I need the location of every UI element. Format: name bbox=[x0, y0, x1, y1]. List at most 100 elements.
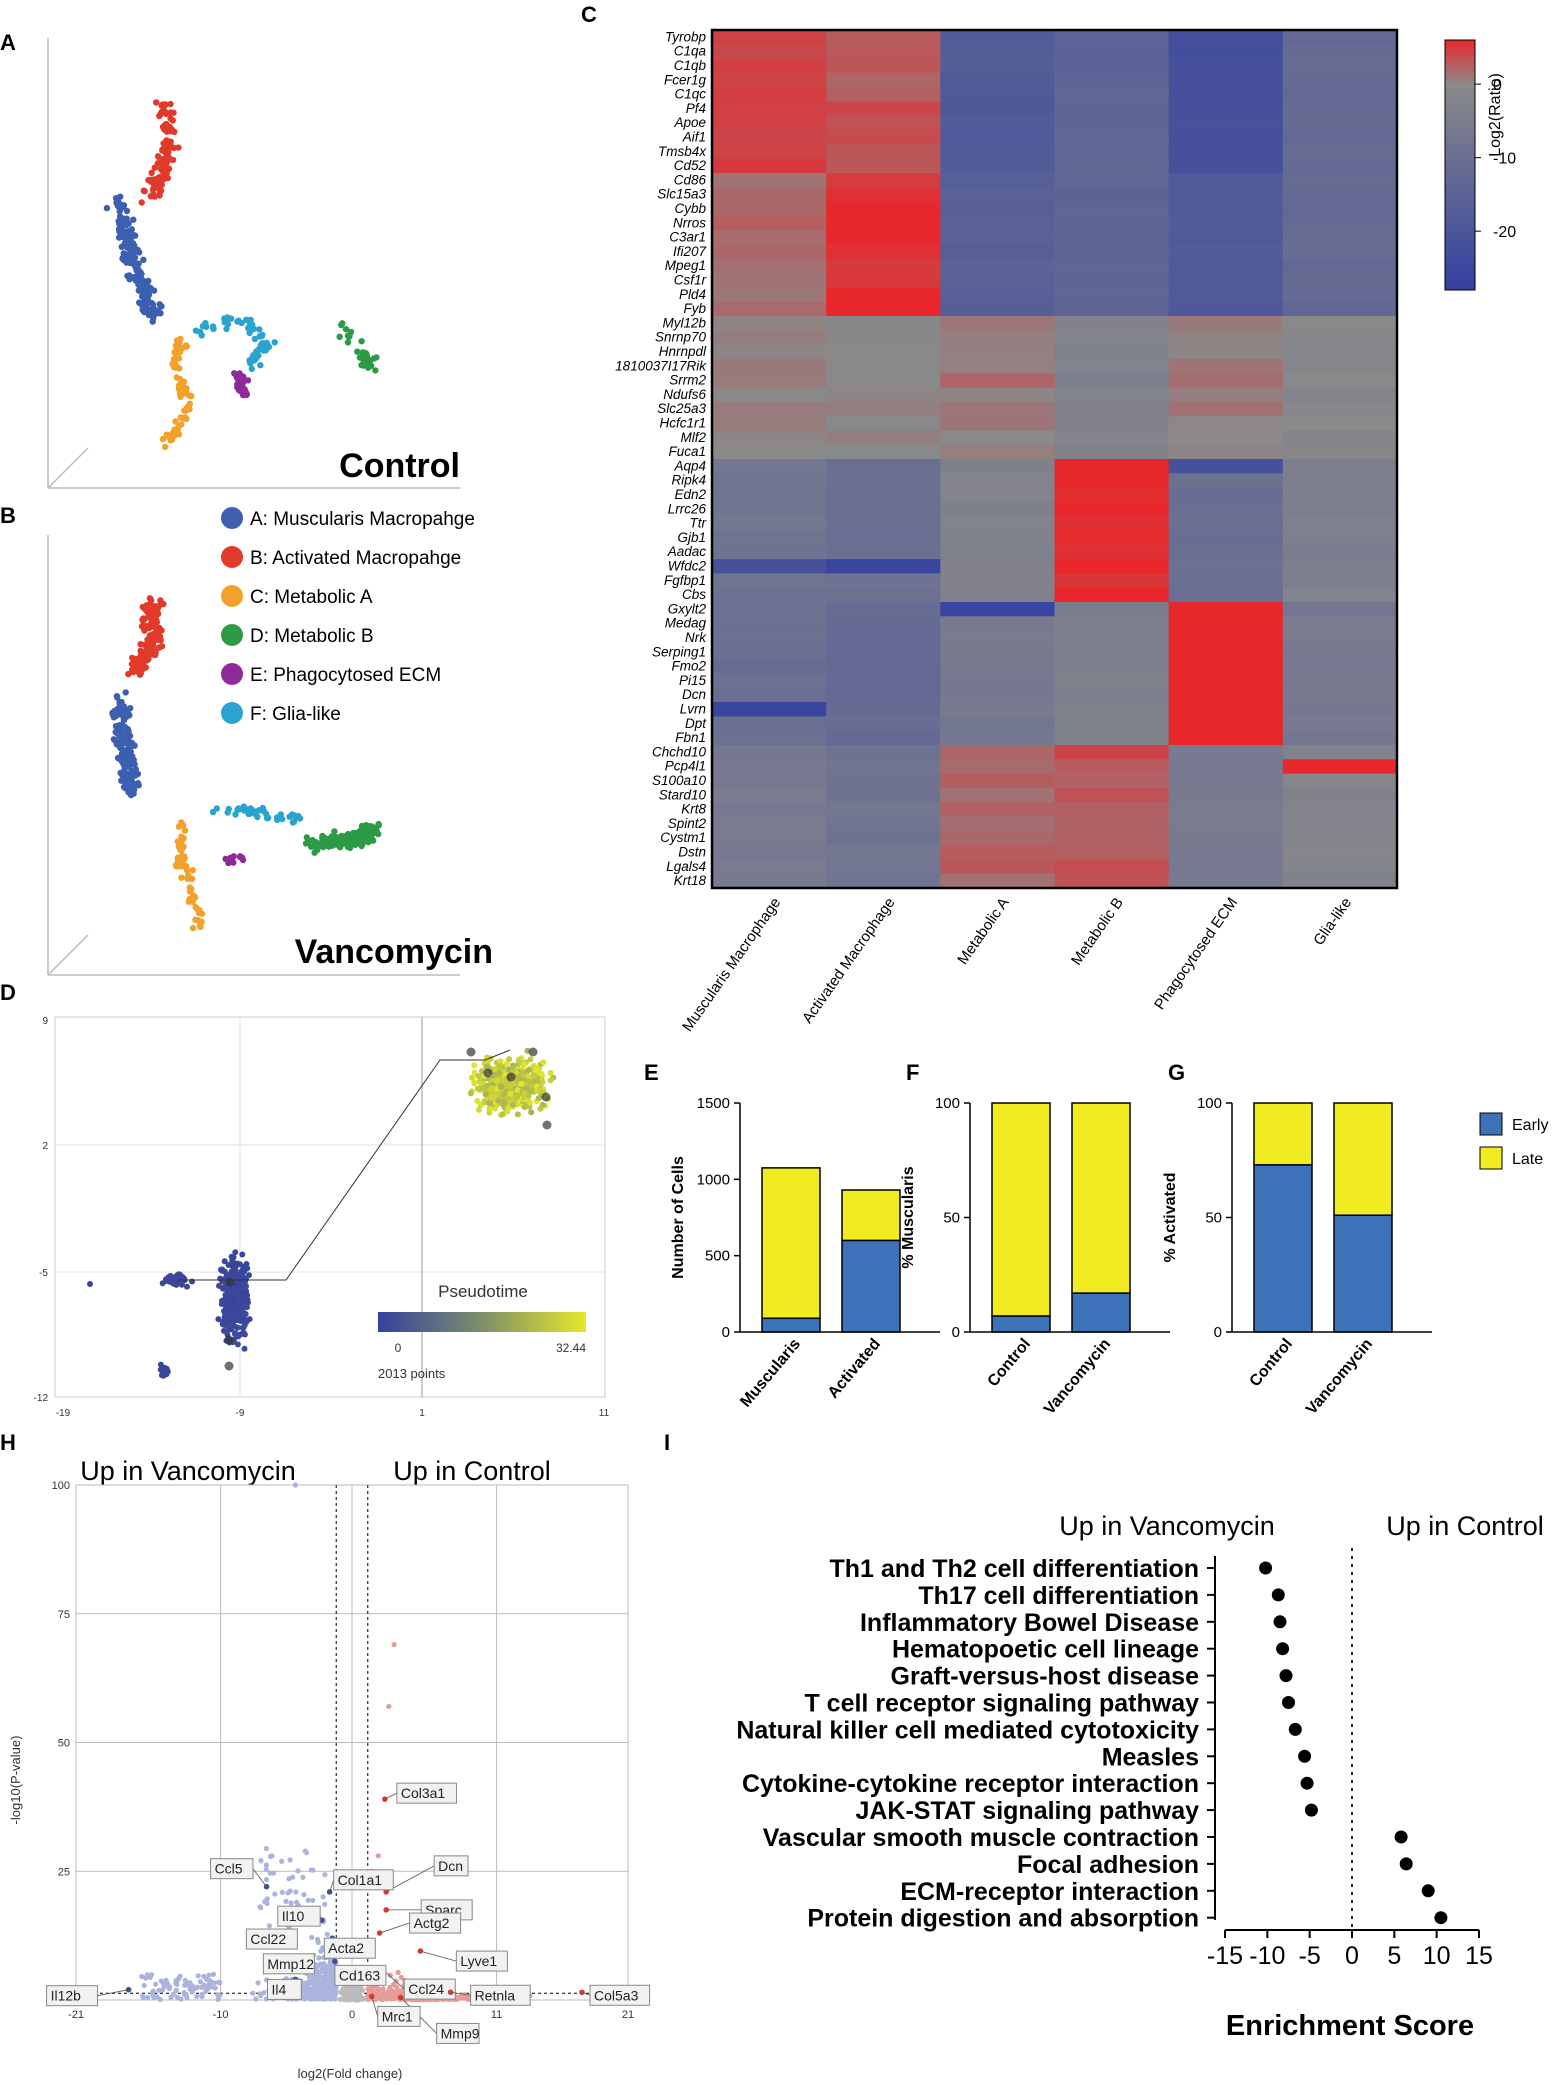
volcano-label-box bbox=[470, 1984, 531, 2006]
volcano-point-down bbox=[207, 1978, 213, 1984]
volcano-point-up bbox=[387, 1984, 393, 1990]
pseudotime-point-late bbox=[494, 1077, 501, 1084]
volcano-point-ns bbox=[346, 1991, 352, 1997]
volcano-gene-label: Il4 bbox=[271, 1981, 286, 1997]
volcano-label-leader bbox=[97, 1989, 129, 1997]
heatmap-cell bbox=[826, 330, 941, 346]
volcano-label-box bbox=[333, 1869, 394, 1891]
pseudotime-point-late bbox=[507, 1090, 514, 1097]
enrichment-dot bbox=[1434, 1911, 1448, 1925]
heatmap-row-label: Mlf2 bbox=[680, 430, 706, 445]
volcano-point-down bbox=[305, 1897, 311, 1903]
heatmap-cell bbox=[826, 316, 941, 331]
volcano-point-down bbox=[141, 1982, 147, 1989]
volcano-highlight-point bbox=[579, 1989, 585, 1996]
heatmap-cell bbox=[940, 501, 1055, 517]
legend-label-glia: F: Glia-like bbox=[250, 704, 341, 725]
enrichment-pathway-label: Th17 cell differentiation bbox=[918, 1582, 1199, 1610]
heatmap-cell bbox=[1168, 401, 1284, 417]
volcano-point-down bbox=[156, 1987, 162, 1993]
panel-letter-g: G bbox=[1168, 1060, 1185, 1085]
volcano-point-ns bbox=[355, 1997, 361, 2003]
heatmap-cell bbox=[940, 444, 1055, 460]
heatmap-cell bbox=[826, 802, 941, 817]
heatmap-cell bbox=[940, 258, 1055, 274]
cluster-b-activated-point bbox=[146, 632, 154, 639]
heatmap-cell bbox=[1168, 501, 1284, 517]
heatmap-cell bbox=[826, 344, 941, 360]
heatmap-cell bbox=[1282, 158, 1398, 174]
pseudotime-point-early bbox=[163, 1371, 170, 1378]
volcano-point-down bbox=[306, 1974, 312, 1980]
cluster-b-metabolic-b-point bbox=[362, 822, 370, 829]
cluster-a-muscularis-point bbox=[131, 261, 138, 268]
pseudotime-point-late bbox=[478, 1068, 485, 1075]
volcano-point-down bbox=[300, 1874, 306, 1880]
volcano-point-down bbox=[322, 1901, 328, 1907]
heatmap-cell bbox=[940, 244, 1055, 260]
cluster-b-muscularis-point bbox=[118, 721, 126, 728]
cluster-b-muscularis-point bbox=[113, 741, 121, 748]
volcano-x-tick: 21 bbox=[622, 2009, 634, 2021]
heatmap-cell bbox=[826, 273, 941, 288]
volcano-point-down bbox=[326, 1974, 332, 1980]
cluster-a-metabolic-b-point bbox=[344, 339, 352, 346]
heatmap-cell bbox=[1168, 616, 1284, 632]
heatmap-column-label: Activated Macrophage bbox=[799, 895, 899, 1027]
heatmap-colorbar-ticks: 0 -10 -20 bbox=[1475, 77, 1516, 241]
heatmap-cell bbox=[826, 845, 941, 860]
volcano-point-up bbox=[458, 1994, 464, 2000]
pseudotime-point-early bbox=[234, 1324, 241, 1331]
legend-swatch-phagocytosed bbox=[221, 663, 243, 685]
heatmap-cell bbox=[712, 115, 827, 131]
heatmap-row-label: Pcp4l1 bbox=[665, 759, 706, 774]
pseudotime-point-late bbox=[481, 1099, 488, 1105]
heatmap-column-label: Metabolic A bbox=[954, 895, 1012, 968]
pseudotime-point-late bbox=[471, 1069, 478, 1076]
volcano-gene-label: Col5a3 bbox=[594, 1987, 639, 2003]
heatmap-cell bbox=[1054, 816, 1170, 832]
heatmap-cell bbox=[940, 587, 1055, 603]
cluster-b-metabolic-a-point bbox=[189, 924, 197, 932]
bar-y-tick-label: 100 bbox=[935, 1095, 960, 1112]
heatmap-cell bbox=[1054, 187, 1170, 203]
cluster-b-metabolic-b-point bbox=[329, 834, 337, 841]
cluster-a-metabolic-a-point bbox=[177, 414, 184, 421]
cluster-a-activated-point bbox=[162, 110, 170, 118]
pseudotime-points bbox=[87, 1047, 557, 1379]
pseudotime-point-late bbox=[516, 1056, 523, 1063]
heatmap-cell bbox=[1054, 373, 1170, 388]
cluster-b-activated-point bbox=[153, 626, 160, 633]
heatmap-cell bbox=[940, 430, 1055, 446]
heatmap-cell bbox=[1168, 230, 1284, 245]
volcano-point-down bbox=[319, 1995, 325, 2001]
pseudotime-point-early bbox=[239, 1251, 246, 1258]
pseudotime-point-late bbox=[528, 1109, 535, 1116]
heatmap-cell bbox=[1282, 44, 1398, 60]
cluster-b-metabolic-a-point bbox=[178, 874, 185, 881]
heatmap-cell bbox=[1054, 501, 1170, 517]
pseudotime-point-early bbox=[216, 1282, 222, 1289]
heatmap-cell bbox=[1168, 730, 1284, 746]
cluster-a-metabolic-a-point bbox=[177, 393, 184, 400]
heatmap-cell bbox=[1168, 673, 1284, 689]
legend-label-metabolic_b: D: Metabolic B bbox=[250, 626, 374, 647]
heatmap-cell bbox=[1168, 58, 1284, 74]
pseudotime-point-early bbox=[231, 1331, 238, 1337]
heatmap-cell bbox=[826, 387, 941, 403]
heatmap-cell bbox=[1054, 873, 1170, 889]
heatmap-cell bbox=[1282, 258, 1398, 274]
heatmap-cell bbox=[826, 301, 941, 317]
heatmap-cell bbox=[1282, 787, 1398, 803]
pseudotime-point-early bbox=[241, 1280, 248, 1287]
enrichment-x-tick-label: 0 bbox=[1345, 1942, 1359, 1970]
heatmap-cell bbox=[826, 358, 941, 374]
volcano-label-box bbox=[433, 1855, 469, 1877]
heatmap-cell bbox=[940, 373, 1055, 388]
legend-swatch-early bbox=[1479, 1112, 1503, 1136]
bar-y-tick-label: 1500 bbox=[697, 1095, 730, 1112]
cluster-b-glia-point bbox=[250, 808, 258, 815]
volcano-point-down bbox=[263, 1845, 269, 1852]
pseudotime-point-early bbox=[244, 1292, 251, 1299]
cluster-a-metabolic-b-point bbox=[336, 333, 343, 340]
